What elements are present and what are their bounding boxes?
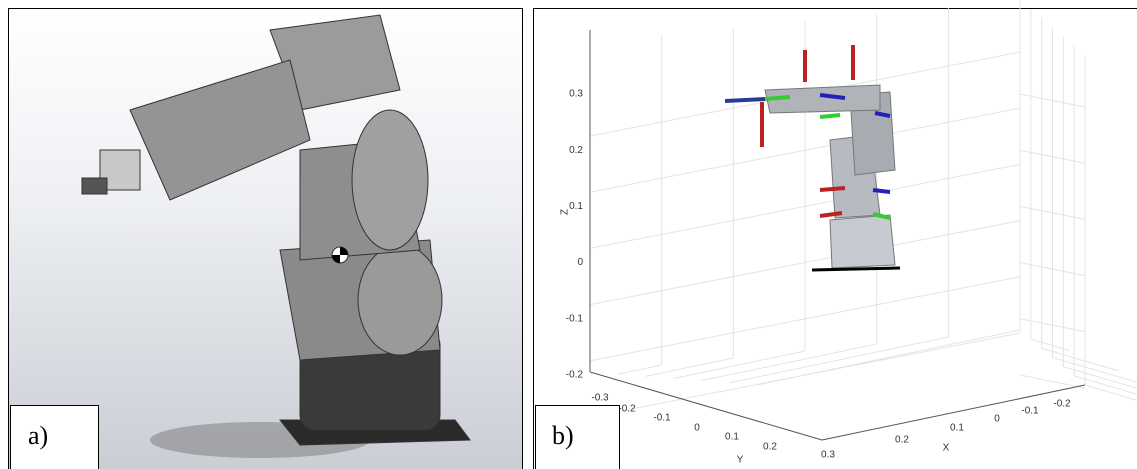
y-tick-label: 0 (694, 423, 700, 434)
label-box (535, 405, 620, 469)
grid-line (1019, 374, 1086, 389)
grid-line (589, 276, 1021, 362)
x-tick-label: 0.3 (821, 450, 835, 461)
grid-line (589, 163, 1021, 249)
grid-line (1041, 347, 1120, 372)
grid-line (1063, 366, 1137, 389)
grid-line (645, 357, 734, 377)
z-tick-label: 0.1 (569, 201, 583, 212)
z-tick-label: 0 (577, 257, 583, 268)
y-tick-label: -0.3 (591, 393, 609, 404)
x-tick-label: 0 (994, 414, 1000, 425)
grid-line (589, 220, 1021, 306)
z-tick-label: 0.2 (569, 145, 583, 156)
grid-line (1052, 357, 1137, 383)
axis-line (821, 384, 1086, 441)
grid-line (1019, 93, 1086, 108)
y-axis-label: Y (737, 455, 744, 466)
y-tick-label: -0.2 (618, 404, 636, 415)
label-box (10, 405, 99, 469)
grid-line (1019, 318, 1086, 333)
x-tick-label: 0.2 (895, 435, 909, 446)
z-tick-label: -0.1 (566, 313, 584, 324)
x-tick-label: -0.1 (1021, 406, 1039, 417)
grid-line (1074, 375, 1137, 395)
robot-render (81, 14, 471, 458)
y-tick-label: -0.1 (653, 413, 671, 424)
grid-line (1019, 149, 1086, 164)
x-tick-label: 0.1 (950, 423, 964, 434)
grid-line (1084, 384, 1137, 401)
z-axis-label: Z (560, 209, 571, 215)
x-tick-label: -0.2 (1053, 399, 1071, 410)
z-tick-label: -0.2 (566, 370, 584, 381)
plot-box (589, 0, 1137, 418)
panel-label: b) (552, 421, 574, 450)
grid-line (1019, 262, 1086, 277)
x-axis-label: X (943, 443, 950, 454)
panel-b: 0.3 0.2 0.1 0 -0.1 -0.2 -0.3 -0.2 -0.1 0 0.1 0.2 0.3… (533, 0, 1137, 469)
grid-line (1019, 205, 1086, 220)
robot-plot (724, 45, 901, 272)
grid-line (617, 364, 662, 375)
grid-line (729, 336, 949, 384)
grid-line (673, 350, 806, 379)
y-tick-label: 0.1 (725, 432, 739, 443)
z-tick-label: 0.3 (569, 89, 583, 100)
grid-line (701, 343, 877, 382)
axis-line (589, 371, 823, 441)
grid-line (589, 332, 1021, 418)
panel-a: a) (8, 8, 523, 469)
panel-label: a) (28, 421, 48, 450)
y-tick-label: 0.2 (763, 442, 777, 453)
grid-line (589, 107, 1021, 193)
